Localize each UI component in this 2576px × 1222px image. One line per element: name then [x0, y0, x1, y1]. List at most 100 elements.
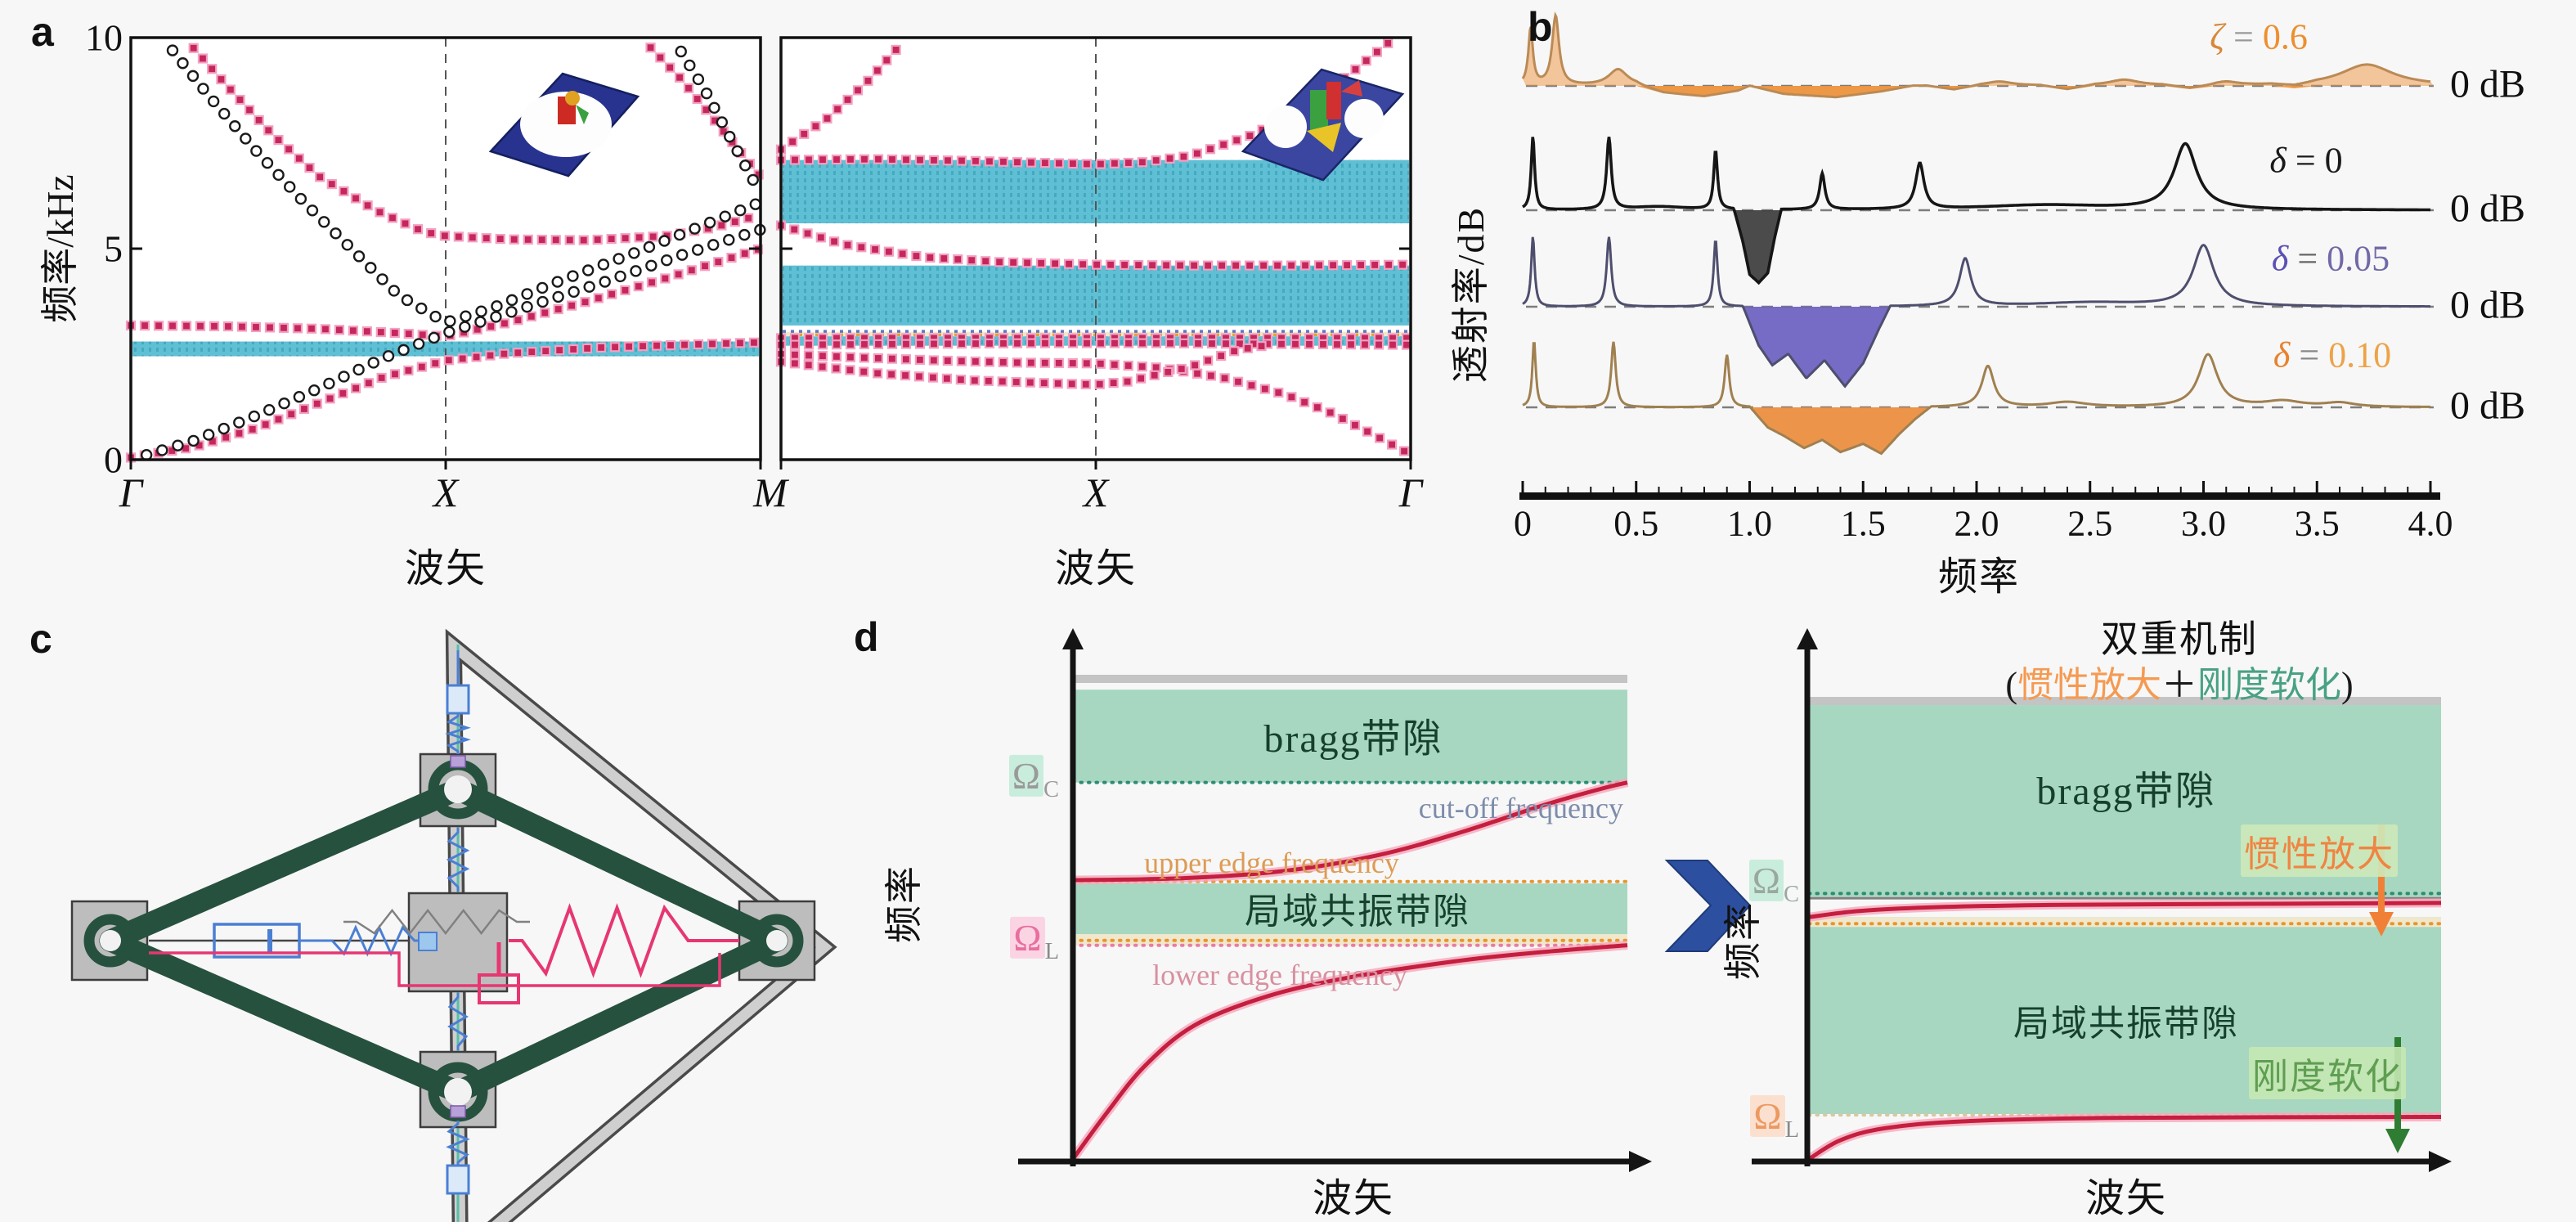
omega-c-symbol: Ω: [1748, 859, 1784, 901]
down-arrow-icon: [2369, 912, 2394, 937]
transmission-x-tick: 4.0: [2408, 503, 2453, 544]
linkage-bar: [99, 929, 469, 1103]
transmission-spectra: [1519, 11, 2440, 500]
subtitle-part: 惯性放大: [2017, 665, 2161, 705]
dright-subtitle: (惯性放大＋刚度软化): [2005, 655, 2353, 708]
vertical-spring-bottom: [446, 1121, 470, 1166]
horizontal-spring-gray: [343, 908, 530, 936]
up-arrow-icon: [1062, 628, 1084, 649]
unit-cell-schematic: [70, 628, 837, 1222]
omega-c-sub: C: [1043, 777, 1059, 803]
x-tick-gamma-right: Γ: [1398, 469, 1423, 515]
dright-stiffness-label: 刚度软化: [2249, 1047, 2406, 1099]
dleft-lr-gap-label: 局域共振带隙: [1245, 892, 1470, 932]
curve-label: δ = 0: [2269, 140, 2343, 181]
panel-label-c: c: [29, 616, 52, 662]
dispersion-schematic-before: [1018, 628, 1652, 1172]
dleft-lower-edge-label: lower edge frequency: [1152, 959, 1407, 991]
omega-l-sub: L: [1044, 939, 1059, 965]
red-damper: [478, 973, 520, 1004]
omega-c-sub: C: [1783, 882, 1799, 908]
curve-label: ζ = 0.6: [2210, 16, 2308, 57]
subtitle-part: 刚度软化: [2197, 665, 2341, 705]
dright-xlabel: 波矢: [2085, 1177, 2168, 1220]
zero-db-label: 0 dB: [2450, 283, 2526, 327]
zero-db-label: 0 dB: [2450, 384, 2526, 428]
transmission-curve-δ-0: [1522, 137, 2434, 285]
dleft-cutoff-label: cut-off frequency: [1418, 792, 1623, 824]
band-structure-left: [125, 36, 766, 469]
band-structure-right: [775, 36, 1412, 469]
double-chevron-right-icon: [1664, 860, 1752, 952]
dleft-upper-edge-label: upper edge frequency: [1144, 847, 1399, 879]
dright-lr-gap-label: 局域共振带隙: [2013, 1004, 2239, 1044]
omega-l-sub: L: [1784, 1117, 1799, 1143]
omega-c-symbol: Ω: [1008, 754, 1043, 797]
series-reference-lattice: [140, 44, 766, 461]
y-tick-5: 5: [104, 227, 123, 270]
right-arrow-icon: [2429, 1151, 2452, 1172]
transmission-curve-δ-0.10: [1522, 341, 2434, 456]
zero-db-label: 0 dB: [2450, 62, 2526, 106]
hinge-ring: [83, 914, 137, 968]
unit-cell-inset-icon: [488, 72, 640, 177]
red-linkage-loop: [149, 951, 721, 987]
x-tick-gamma-left: Γ: [119, 469, 143, 515]
transmission-x-tick: 1.5: [1840, 503, 1886, 544]
subtitle-part: (: [2005, 665, 2017, 705]
transmission-x-tick: 0: [1514, 503, 1532, 544]
hinge-ring: [750, 914, 804, 968]
panel-label-b: b: [1528, 4, 1553, 50]
dleft-bragg-gap-label: bragg带隙: [1263, 717, 1443, 761]
dleft-ylabel: 频率: [883, 865, 925, 943]
linkage-bar: [99, 778, 469, 952]
transmission-x-tick: 3.0: [2181, 503, 2226, 544]
omega-l-symbol: Ω: [1010, 916, 1045, 959]
vertical-damper-bottom: [446, 1164, 470, 1195]
dleft-xlabel: 波矢: [1312, 1177, 1395, 1220]
curve-symbol: δ: [2269, 140, 2287, 181]
dright-inertia-label: 惯性放大: [2241, 824, 2398, 877]
horizontal-spring-blue: [325, 924, 421, 957]
transmission-x-tick: 2.0: [1954, 503, 1999, 544]
x-tick-m: M: [753, 469, 788, 515]
curve-label: δ = 0.05: [2271, 238, 2390, 279]
up-arrow-icon: [1797, 628, 1818, 649]
panel-label-d: d: [854, 614, 879, 660]
curve-symbol: δ: [2273, 335, 2291, 375]
transmission-x-tick: 0.5: [1613, 503, 1659, 544]
vertical-spring-top: [445, 713, 471, 754]
linkage-bar: [447, 778, 788, 952]
y-tick-10: 10: [85, 16, 123, 59]
local-resonance-bandgap-region: [1073, 883, 1627, 935]
transmission-x-tick: 3.5: [2294, 503, 2340, 544]
transmission-ylabel: 透射率/dB: [1450, 205, 1492, 384]
x-tick-x-right: X: [1083, 469, 1109, 515]
unit-cell-inset-icon: [1241, 68, 1405, 182]
curve-label: δ = 0.10: [2273, 335, 2392, 375]
right-arrow-icon: [1629, 1151, 1652, 1172]
transmission-x-tick: 2.5: [2067, 503, 2113, 544]
omega-l-symbol: Ω: [1750, 1094, 1785, 1137]
horizontal-spring-red: [509, 903, 702, 978]
y-tick-0: 0: [104, 438, 123, 481]
x-tick-x-left: X: [433, 469, 459, 515]
linkage-bar: [447, 929, 788, 1103]
curve-symbol: ζ: [2210, 16, 2224, 57]
vertical-damper-top: [446, 684, 470, 715]
subtitle-part: ＋: [2161, 665, 2197, 705]
band-left-xlabel: 波矢: [404, 547, 487, 591]
dright-title: 双重机制: [2101, 618, 2258, 660]
transmission-curve-ζ-0.6: [1521, 11, 2434, 99]
zero-db-label: 0 dB: [2450, 186, 2526, 231]
transmission-curve-δ-0.05: [1522, 236, 2434, 389]
down-arrow-icon: [2385, 1129, 2410, 1153]
bragg-bandgap-region: [1073, 690, 1627, 783]
curve-symbol: δ: [2271, 238, 2289, 279]
series-inertia-amplified-lattice: [775, 38, 1412, 456]
